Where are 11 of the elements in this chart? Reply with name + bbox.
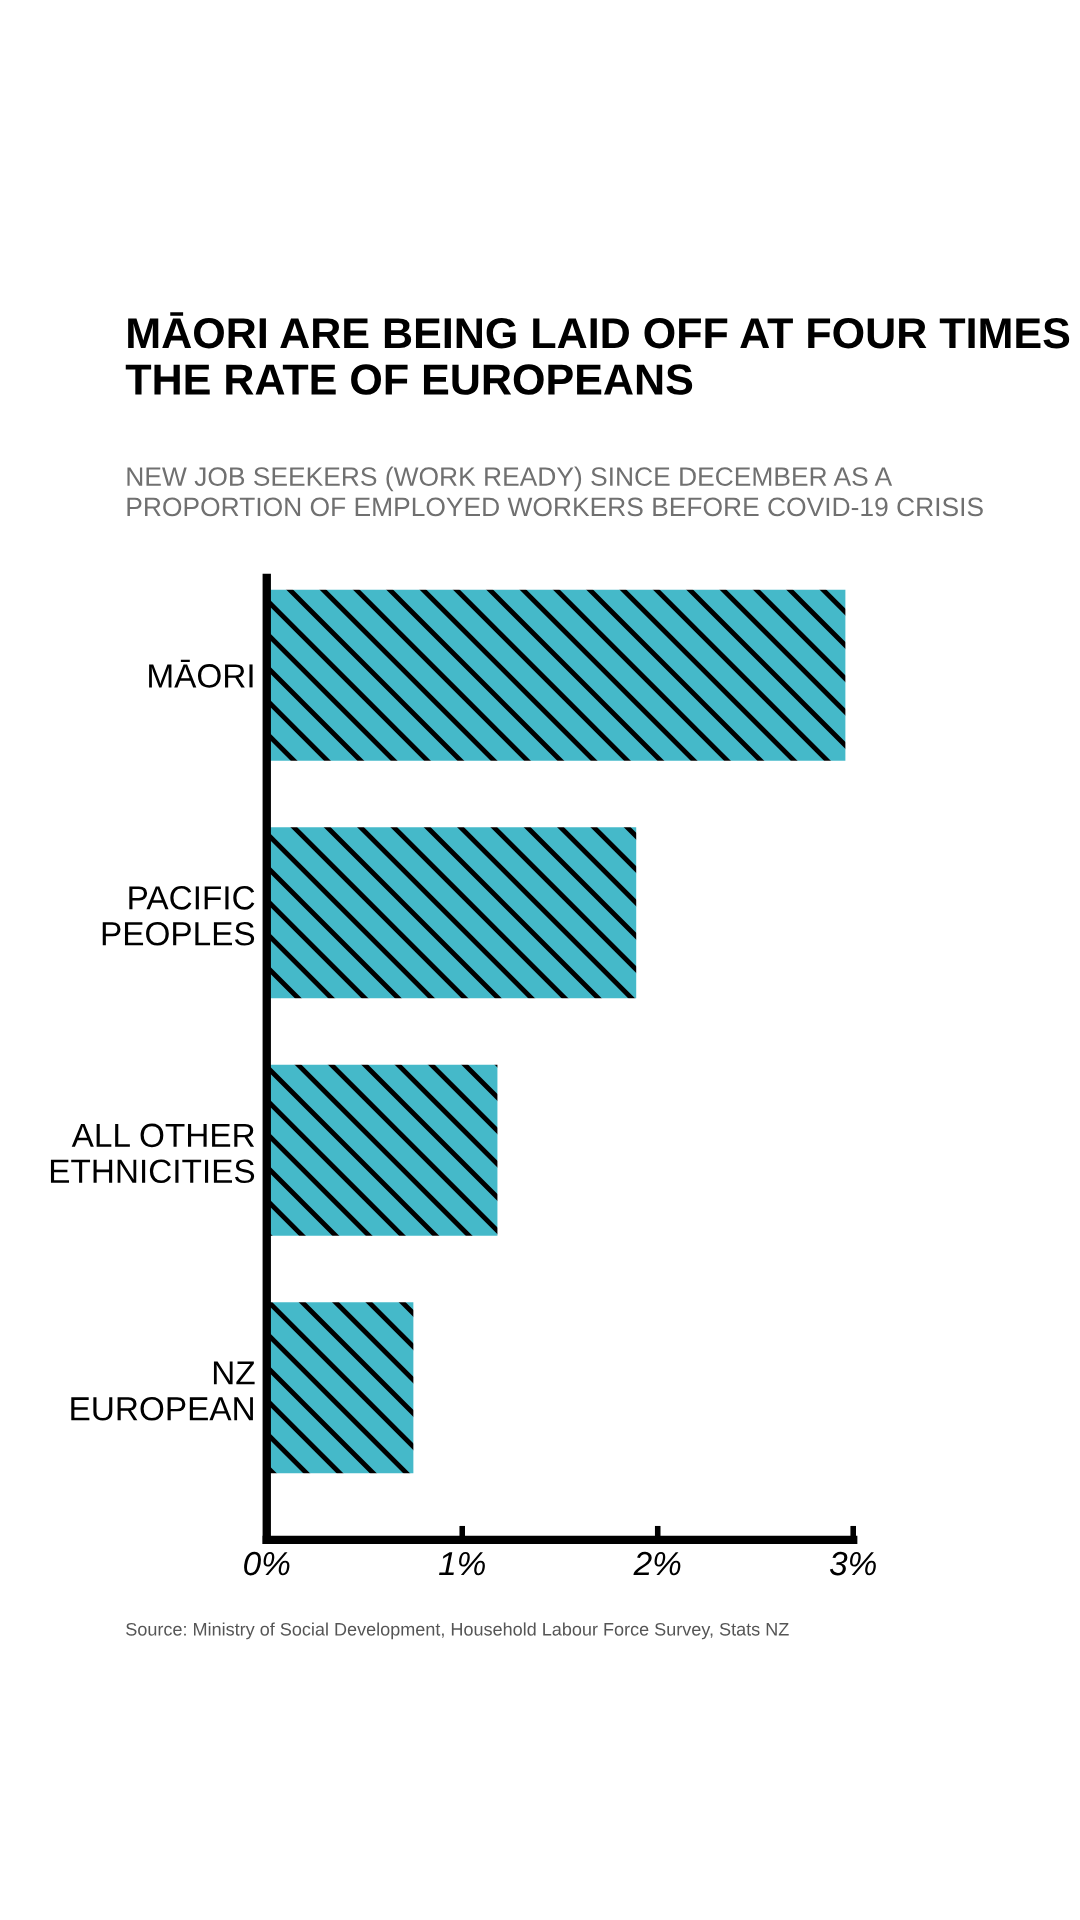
y-tick-label: PACIFIC PEOPLES bbox=[102, 886, 255, 946]
y-tick-label: MĀORI bbox=[149, 659, 253, 688]
x-tick-label: 1% bbox=[439, 1551, 485, 1576]
source-note: Source: Ministry of Social Development, Household Labour Force Survey, Stats NZ bbox=[126, 1622, 789, 1640]
x-tick-label: 0% bbox=[244, 1551, 290, 1576]
chart-title: MĀORI ARE BEING LAID OFF AT FOUR TIMES THE RATE OF EUROPEANS bbox=[125, 312, 1070, 395]
x-tick-label: 3% bbox=[829, 1551, 876, 1576]
chart-subtitle: NEW JOB SEEKERS (WORK READY) SINCE DECEMBER AS A PROPORTION OF EMPLOYED WORKERS BEFORE COVID-19 CRISIS bbox=[127, 466, 983, 517]
y-tick-label: NZ EUROPEAN bbox=[71, 1361, 255, 1421]
x-tick-label: 2% bbox=[633, 1551, 681, 1576]
y-tick-label: ALL OTHER ETHNICITIES bbox=[50, 1123, 255, 1184]
